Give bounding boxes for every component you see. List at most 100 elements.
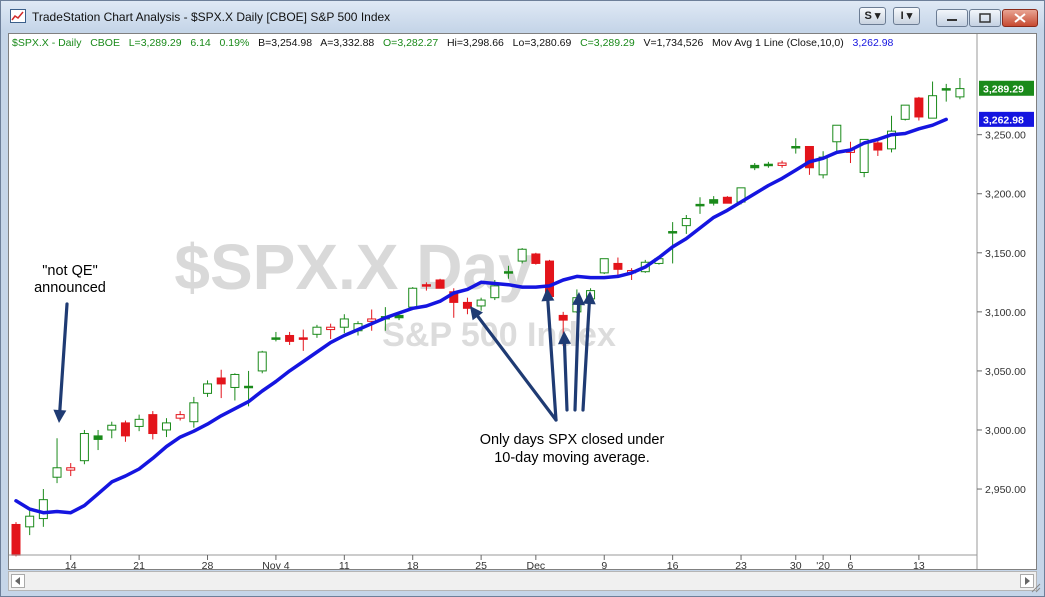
time-tick-label: '20 (816, 560, 830, 569)
candle-body (435, 279, 445, 289)
candle-body (216, 377, 226, 385)
candle-body (79, 433, 89, 462)
candle-body (599, 258, 609, 274)
watermark-name: S&P 500 Index (382, 316, 616, 354)
arrow-to-dec5 (581, 302, 591, 412)
candle-body (93, 435, 103, 440)
candle-body (955, 88, 965, 98)
candle-body (421, 284, 431, 287)
price-tick-label: 3,050.00 (985, 366, 1026, 378)
candle-body (462, 301, 472, 309)
ma-value-tag-label: 3,262.98 (983, 114, 1024, 126)
candle-body (873, 142, 883, 151)
scroll-right-icon (1020, 574, 1034, 588)
time-tick-label: 11 (339, 560, 350, 569)
insert-menu-button[interactable]: I ▾ (893, 7, 920, 25)
scroll-right-button[interactable] (1020, 574, 1034, 588)
candle-body (107, 424, 117, 431)
restore-icon (979, 13, 991, 23)
candle-body (408, 287, 418, 308)
minimize-icon (947, 19, 957, 21)
price-tick-label: 3,200.00 (985, 189, 1026, 201)
candle-body (161, 422, 171, 431)
candle-body (503, 271, 513, 274)
status-close: C=3,289.29 (580, 37, 641, 49)
arrow-to-nov21-head (470, 306, 484, 321)
candle-body (298, 337, 308, 340)
symbol-menu-button[interactable]: S ▾ (859, 7, 886, 25)
candle-body (189, 402, 199, 423)
restore-button[interactable] (969, 9, 1001, 27)
candle-body (887, 130, 897, 150)
status-indicator-value: 3,262.98 (852, 37, 900, 49)
candle-body (148, 414, 158, 435)
candle-body (941, 88, 951, 91)
candle-body (777, 162, 787, 166)
candle-body (230, 373, 240, 388)
note-annotation-line2: 10-day moving average. (494, 450, 650, 466)
scroll-left-button[interactable] (11, 574, 25, 588)
candle-body (175, 414, 185, 419)
scroll-left-icon (11, 574, 25, 588)
time-tick-label: Nov 4 (262, 560, 290, 569)
price-chart[interactable]: $SPX.X Day S&P 500 Index 2,950.00 3,000.0… (9, 34, 1036, 572)
resize-grip-icon[interactable] (1029, 581, 1041, 593)
candle-body (681, 218, 691, 227)
candle-body (490, 285, 500, 299)
title-bar: TradeStation Chart Analysis - $SPX.X Dai… (1, 1, 1044, 33)
arrow-to-dec5-head (582, 291, 596, 305)
candle-body (695, 203, 705, 207)
candle-body (722, 196, 732, 204)
price-tick-label: 3,000.00 (985, 425, 1026, 437)
candle-body (476, 299, 486, 307)
arrow-to-dec4 (573, 303, 581, 412)
arrow-to-nov21 (476, 314, 558, 422)
price-tick-label: 3,150.00 (985, 248, 1026, 260)
status-volume: V=1,734,526 (643, 37, 710, 49)
horizontal-scrollbar[interactable] (8, 571, 1037, 591)
price-tick-label: 2,950.00 (985, 484, 1026, 496)
status-change-pct: 0.19% (219, 37, 256, 49)
candle-body (326, 326, 336, 331)
candle-body (804, 145, 814, 169)
candle-body (120, 422, 130, 437)
candle-body (134, 418, 144, 427)
close-icon (1014, 13, 1026, 23)
arrow-to-dec4-head (572, 292, 586, 306)
time-tick-label: 21 (133, 560, 145, 569)
ma-value-tag (979, 111, 1034, 127)
chart-panel[interactable]: $SPX.X Day S&P 500 Index 2,950.00 3,000.0… (8, 33, 1037, 572)
close-button[interactable] (1002, 9, 1038, 27)
candle-body (271, 337, 281, 340)
status-high: Hi=3,298.66 (446, 37, 510, 49)
candle-body (668, 231, 678, 234)
candle-body (709, 199, 719, 204)
time-tick-label: 9 (601, 560, 607, 569)
candle-body (832, 124, 842, 143)
candle-body (531, 253, 541, 264)
candle-body (394, 314, 404, 319)
candle-body (38, 499, 48, 520)
candle-body (66, 467, 76, 471)
window-title: TradeStation Chart Analysis - $SPX.X Dai… (32, 10, 391, 24)
candle-body (244, 385, 254, 389)
note-annotation-line1: Only days SPX closed under (480, 432, 665, 448)
arrow-to-dec3-head (557, 331, 571, 345)
qe-annotation-line1: "not QE" (42, 263, 97, 279)
candle-body (791, 145, 801, 149)
candle-body (285, 334, 295, 342)
arrow-to-dec3 (562, 342, 569, 412)
qe-arrow-head (53, 409, 67, 423)
status-exchange: CBOE (90, 37, 126, 49)
candle-body (312, 326, 322, 335)
status-symbol: $SPX.X - Daily (12, 37, 88, 49)
time-tick-label: 13 (913, 560, 925, 569)
watermark-symbol: $SPX.X Day (174, 231, 534, 303)
candle-body (914, 97, 924, 118)
time-tick-label: 23 (735, 560, 747, 569)
time-tick-label: 25 (475, 560, 487, 569)
arrow-to-dec2 (546, 299, 558, 422)
status-last: L=3,289.29 (128, 37, 188, 49)
minimize-button[interactable] (936, 9, 968, 27)
status-low: Lo=3,280.69 (512, 37, 578, 49)
